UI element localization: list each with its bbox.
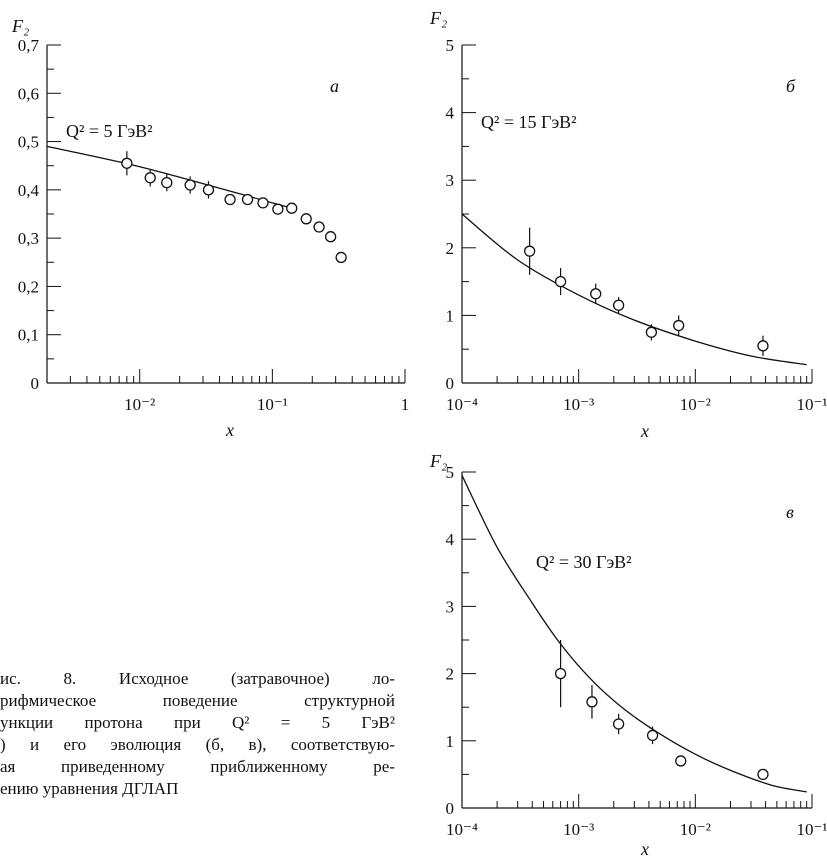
data-point [590, 288, 602, 300]
data-point [586, 696, 598, 708]
caption-line: ис. 8. Исходное (затравочное) ло- [0, 669, 395, 688]
data-point [523, 245, 536, 257]
x-axis-label: x [225, 420, 234, 440]
data-point [144, 172, 156, 184]
y-tick-label: 3 [446, 597, 455, 616]
caption-line: ункции протона при Q² = 5 ГэВ² [0, 713, 395, 732]
y-axis-label: F₂ [429, 451, 447, 471]
caption-line: рифмическое поведение структурной [0, 691, 395, 710]
x-tick-label: 10⁻³ [563, 820, 594, 839]
data-point [554, 275, 567, 288]
data-point [757, 768, 769, 781]
data-point [335, 251, 347, 264]
panel-letter: в [786, 502, 794, 522]
q2-annotation: Q² = 5 ГэВ² [66, 121, 153, 141]
x-tick-label: 10⁻¹ [796, 820, 827, 839]
data-point [612, 718, 625, 730]
y-axis-label: F₂ [11, 16, 29, 36]
x-axis-label: x [640, 839, 649, 859]
y-tick-label: 0,3 [18, 229, 39, 248]
x-axis-label: x [640, 421, 649, 441]
y-tick-label: 4 [446, 104, 455, 123]
data-point [757, 340, 769, 352]
data-point [184, 179, 196, 191]
chart-panel: 0 0,1 0,2 0,3 0,4 0,5 0,6 0,7 10⁻² 10⁻¹ 1 F₂ x а Q² = … [11, 16, 409, 440]
y-axis-label: F₂ [429, 8, 447, 28]
data-point [202, 184, 215, 196]
data-point [673, 319, 685, 332]
data-point [286, 202, 298, 214]
y-tick-label: 3 [446, 171, 455, 190]
q2-annotation: Q² = 15 ГэВ² [481, 112, 577, 132]
fit-curve [461, 213, 807, 366]
x-tick-label: 10⁻² [124, 395, 155, 414]
q2-annotation: Q² = 30 ГэВ² [536, 552, 632, 572]
y-tick-label: 4 [446, 530, 455, 549]
y-tick-label: 1 [446, 306, 455, 325]
chart-panel: 0 1 2 3 4 5 10⁻⁴ 10⁻³ 10⁻² 10⁻¹ F₂ x в Q² = 30 ГэВ² [429, 451, 827, 859]
x-tick-label: 10⁻⁴ [446, 820, 478, 839]
y-tick-label: 5 [446, 463, 455, 482]
figure-caption: ис. 8. Исходное (затравочное) ло- рифмич… [0, 668, 395, 800]
data-point [272, 203, 284, 215]
caption-line: ) и его эволюция (б, в), соответствую- [0, 735, 395, 754]
y-tick-label: 0,7 [18, 36, 40, 55]
data-point [645, 326, 658, 338]
data-point [313, 221, 325, 233]
x-tick-label: 10⁻² [680, 395, 711, 414]
y-tick-label: 0 [446, 799, 455, 818]
x-tick-label: 10⁻³ [563, 395, 594, 414]
data-point [324, 231, 337, 243]
data-point [257, 197, 269, 209]
y-tick-label: 0,1 [18, 326, 39, 345]
chart-panel: 0 1 2 3 4 5 10⁻⁴ 10⁻³ 10⁻² 10⁻¹ F₂ x б Q² = 15 ГэВ² [429, 8, 827, 441]
data-point [161, 176, 173, 189]
y-tick-label: 2 [446, 239, 455, 258]
x-tick-label: 1 [401, 395, 410, 414]
y-tick-label: 0 [31, 374, 40, 393]
x-tick-label: 10⁻² [680, 820, 711, 839]
data-point [241, 193, 254, 206]
fit-curve [461, 475, 807, 793]
y-tick-label: 0,2 [18, 277, 39, 296]
data-point [675, 755, 687, 767]
y-tick-label: 0 [446, 374, 455, 393]
caption-line: ая приведенному приближенному ре- [0, 757, 395, 776]
data-point [554, 667, 567, 680]
data-point [612, 299, 625, 311]
x-tick-label: 10⁻¹ [257, 395, 288, 414]
data-point [121, 157, 133, 169]
data-point [300, 213, 312, 225]
y-tick-label: 0,6 [18, 84, 39, 103]
y-tick-label: 5 [446, 36, 455, 55]
panel-letter: а [330, 76, 339, 96]
x-tick-label: 10⁻⁴ [446, 395, 478, 414]
y-tick-label: 2 [446, 665, 455, 684]
y-tick-label: 0,4 [18, 181, 40, 200]
panel-letter: б [786, 76, 796, 96]
y-tick-label: 1 [446, 732, 455, 751]
caption-line: ению уравнения ДГЛАП [0, 779, 179, 798]
data-point [224, 193, 236, 206]
x-tick-label: 10⁻¹ [796, 395, 827, 414]
data-point [646, 729, 659, 742]
y-tick-label: 0,5 [18, 133, 39, 152]
